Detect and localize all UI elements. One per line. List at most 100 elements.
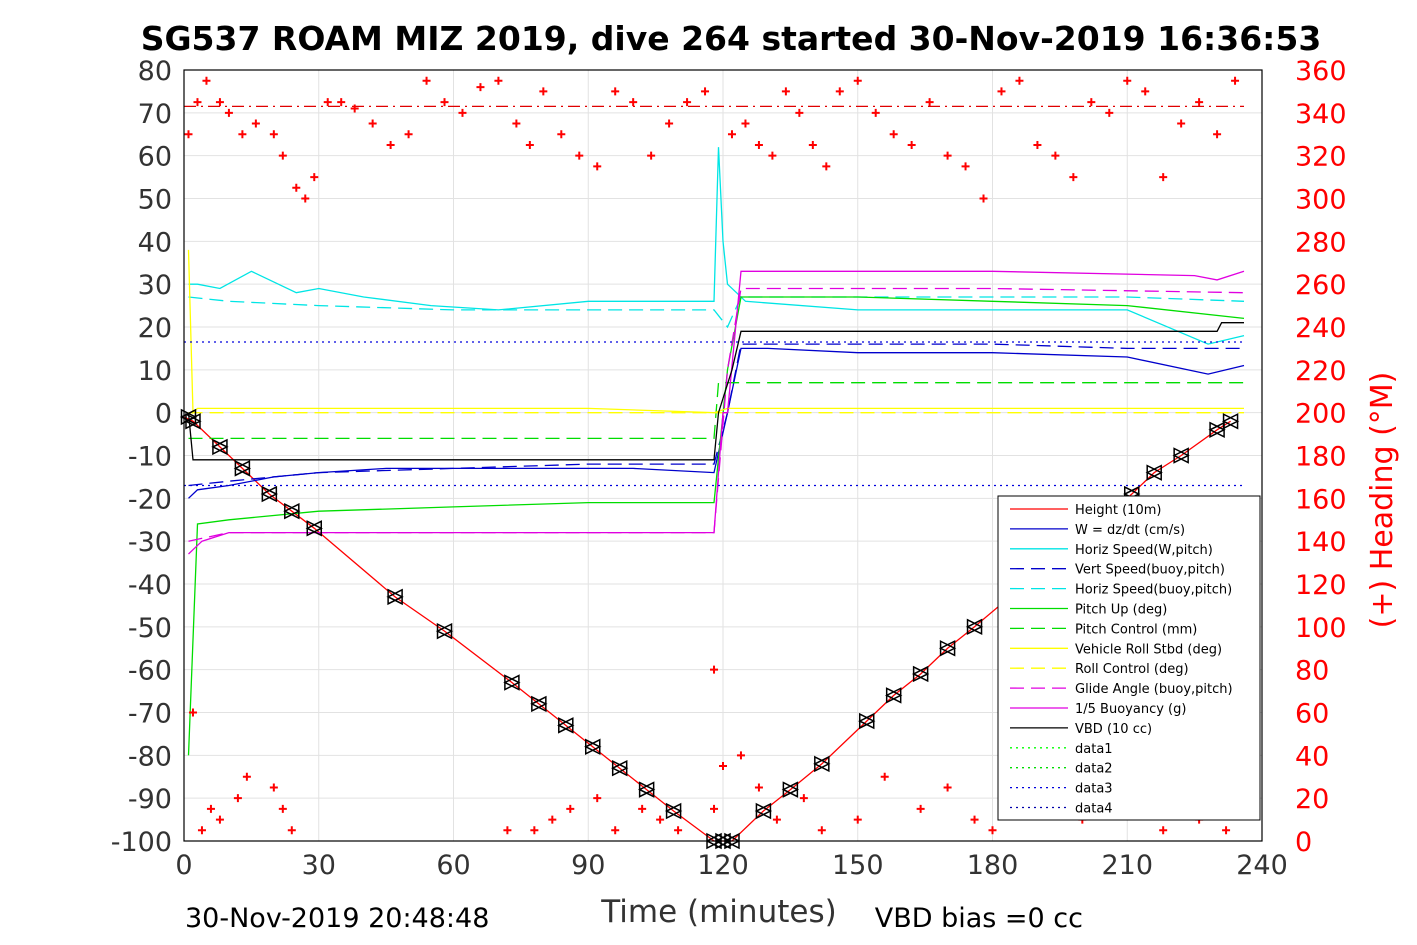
heading-marker — [233, 794, 242, 803]
y2-tick-label: 200 — [1295, 399, 1347, 430]
y-tick-label: 80 — [138, 56, 172, 87]
depth-marker — [781, 781, 800, 798]
heading-marker — [184, 130, 193, 139]
x-tick-label: 90 — [571, 850, 605, 881]
y-tick-label: 0 — [155, 399, 172, 430]
depth-marker — [637, 781, 656, 798]
y2-tick-label: 60 — [1295, 699, 1329, 730]
y-tick-label: 50 — [138, 185, 172, 216]
depth-marker — [557, 717, 575, 734]
legend-entry: data4 — [1075, 802, 1113, 817]
legend-entry: Glide Angle (buoy,pitch) — [1075, 682, 1233, 697]
heading-marker — [943, 783, 952, 792]
heading-marker — [710, 665, 719, 674]
heading-marker — [269, 130, 278, 139]
depth-marker — [211, 438, 229, 456]
series-line-4 — [188, 296, 1245, 329]
heading-marker — [1069, 173, 1078, 182]
depth-marker — [584, 738, 602, 755]
heading-marker — [835, 87, 844, 96]
depth-marker — [1208, 421, 1226, 439]
heading-marker — [1195, 98, 1204, 107]
depth-marker — [260, 485, 279, 503]
depth-marker — [611, 759, 629, 777]
heading-marker — [404, 130, 413, 139]
heading-marker — [988, 826, 997, 835]
x-tick-label: 60 — [436, 850, 470, 881]
heading-marker — [611, 826, 620, 835]
y2-tick-label: 280 — [1295, 227, 1347, 258]
heading-marker — [422, 76, 431, 85]
series-line-1 — [188, 347, 1245, 499]
heading-marker — [943, 151, 952, 160]
depth-marker — [530, 695, 548, 713]
legend-entry: Roll Control (deg) — [1075, 662, 1189, 677]
heading-marker — [1087, 98, 1096, 107]
legend-entry: data1 — [1075, 742, 1113, 757]
heading-marker — [193, 98, 202, 107]
heading-marker — [1051, 151, 1060, 160]
y-tick-label: -40 — [128, 570, 172, 601]
heading-marker — [530, 826, 539, 835]
chart-title: SG537 ROAM MIZ 2019, dive 264 started 30… — [141, 19, 1322, 58]
heading-marker — [817, 826, 826, 835]
legend-entry: Pitch Up (deg) — [1075, 603, 1167, 618]
heading-marker — [611, 87, 620, 96]
y-tick-label: -100 — [111, 827, 172, 858]
y2-tick-label: 120 — [1295, 570, 1347, 601]
heading-marker — [665, 119, 674, 128]
heading-marker — [799, 794, 808, 803]
footer-timestamp: 30-Nov-2019 20:48:48 — [185, 903, 489, 934]
legend-entry: W = dz/dt (cm/s) — [1075, 523, 1185, 538]
depth-marker — [305, 520, 323, 537]
series-line-6 — [188, 382, 1244, 440]
heading-marker — [494, 76, 503, 85]
heading-marker — [202, 76, 211, 85]
x-tick-label: 0 — [175, 850, 192, 881]
heading-marker — [970, 815, 979, 824]
x-tick-labels: 0 30 60 90 120 150 180 210 240 — [175, 850, 1287, 881]
y-tick-label: 70 — [138, 99, 172, 130]
heading-marker — [768, 151, 777, 160]
y-tick-label: -60 — [128, 656, 172, 687]
heading-marker — [871, 108, 880, 117]
y-tick-label: 30 — [138, 270, 172, 301]
heading-marker — [1123, 76, 1132, 85]
depth-marker — [938, 640, 957, 657]
heading-marker — [512, 119, 521, 128]
depth-marker — [386, 588, 404, 606]
depth-marker — [233, 460, 252, 477]
footer-vbd-bias: VBD bias =0 cc — [875, 903, 1083, 934]
heading-marker — [278, 151, 287, 160]
depth-marker — [965, 618, 984, 636]
series-line-2 — [188, 147, 1245, 345]
series-line-14 — [184, 341, 1244, 487]
legend-entry: Height (10m) — [1075, 503, 1161, 518]
legend-entry: data2 — [1075, 762, 1113, 777]
heading-marker — [754, 783, 763, 792]
heading-marker — [1222, 826, 1231, 835]
heading-marker — [916, 804, 925, 813]
heading-marker — [350, 104, 359, 113]
x-tick-label: 30 — [302, 850, 336, 881]
heading-marker — [368, 119, 377, 128]
depth-marker — [885, 687, 903, 704]
y2-tick-label: 300 — [1295, 185, 1347, 216]
heading-marker — [278, 804, 287, 813]
legend-entry: Horiz Speed(W,pitch) — [1075, 543, 1213, 558]
heading-marker — [1141, 87, 1150, 96]
y2-tick-label: 180 — [1295, 442, 1347, 473]
heading-marker — [1105, 108, 1114, 117]
legend-entry: Horiz Speed(buoy,pitch) — [1075, 583, 1232, 598]
heading-marker — [292, 183, 301, 192]
y2-tick-label: 260 — [1295, 270, 1347, 301]
y2-tick-label: 240 — [1295, 313, 1347, 344]
x-tick-label: 180 — [967, 850, 1019, 881]
y-tick-label: 40 — [138, 227, 172, 258]
depth-marker — [1221, 413, 1240, 430]
y2-tick-labels: 0 20 40 60 80 100 120 140 160 180 200 220 240 260 280 3… — [1295, 56, 1347, 858]
series-layer — [183, 105, 1245, 842]
y2-tick-label: 40 — [1295, 741, 1329, 772]
heading-marker — [251, 119, 260, 128]
